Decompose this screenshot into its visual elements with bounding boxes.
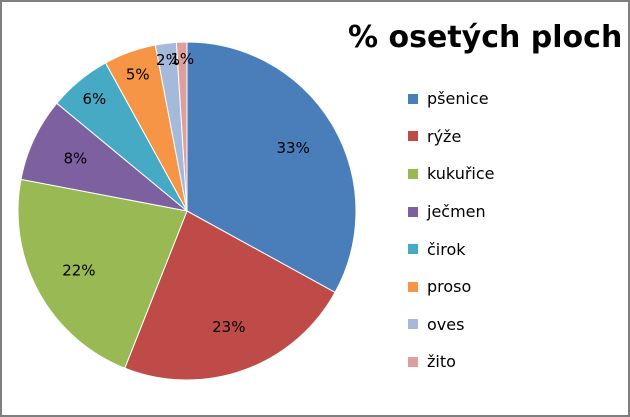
slice-label: 2% xyxy=(156,51,180,69)
slice-label: 33% xyxy=(277,139,310,157)
legend-item: kukuřice xyxy=(408,155,495,193)
legend-label: pšenice xyxy=(427,89,489,109)
legend-swatch xyxy=(408,244,418,255)
legend-swatch xyxy=(408,93,418,104)
legend-label: kukuřice xyxy=(427,164,495,184)
chart-legend: pšenice rýže kukuřice ječmen čirok proso oves ž… xyxy=(408,80,495,381)
slice-label: 8% xyxy=(63,149,87,167)
legend-swatch xyxy=(408,206,418,217)
legend-item: oves xyxy=(408,306,495,344)
pie-labels: 33% 23% 22% 8% 6% 5% 2%1% xyxy=(62,50,310,336)
pie-slice xyxy=(175,41,188,212)
legend-item: pšenice xyxy=(408,80,495,118)
legend-swatch xyxy=(408,168,418,179)
pie-slice xyxy=(186,41,357,294)
slice-label: 5% xyxy=(126,65,150,83)
legend-label: ječmen xyxy=(427,202,486,222)
slice-label: 23% xyxy=(212,318,245,336)
legend-label: žito xyxy=(427,352,456,372)
pie-slice xyxy=(17,178,188,369)
legend-item: žito xyxy=(408,343,495,381)
chart-title: % osetých ploch xyxy=(348,20,623,55)
pie-slices xyxy=(17,41,357,381)
legend-item: ječmen xyxy=(408,193,495,231)
legend-label: rýže xyxy=(427,126,462,146)
legend-item: rýže xyxy=(408,118,495,156)
slice-label: 6% xyxy=(82,90,106,108)
legend-label: proso xyxy=(427,277,472,297)
legend-swatch xyxy=(408,281,418,292)
legend-label: oves xyxy=(427,314,465,334)
legend-item: proso xyxy=(408,268,495,306)
legend-item: čirok xyxy=(408,230,495,268)
legend-label: čirok xyxy=(427,239,466,259)
legend-swatch xyxy=(408,356,418,367)
slice-label: 22% xyxy=(62,261,95,279)
legend-swatch xyxy=(408,131,418,142)
legend-swatch xyxy=(408,319,418,330)
pie-slice xyxy=(124,210,336,381)
slice-label: 1% xyxy=(170,50,194,68)
